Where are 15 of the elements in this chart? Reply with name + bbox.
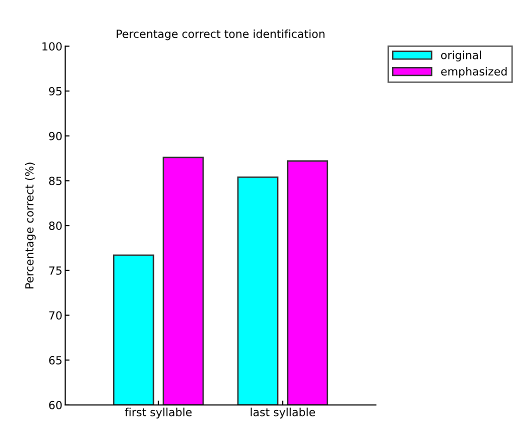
y-tick-label: 85 bbox=[49, 176, 62, 186]
y-axis-title: Percentage correct (%) bbox=[24, 162, 36, 288]
y-tick-label: 70 bbox=[49, 311, 62, 320]
y-tick-label: 95 bbox=[49, 87, 62, 96]
legend-label: original bbox=[441, 50, 481, 62]
y-tick-label: 80 bbox=[49, 222, 62, 230]
x-tick-label: first syllable bbox=[124, 408, 192, 418]
y-tick-label: 65 bbox=[49, 356, 62, 364]
chart-title: Percentage correct tone identification bbox=[116, 29, 324, 40]
y-tick-label: 60 bbox=[49, 400, 62, 410]
y-tick-label: 100 bbox=[42, 42, 62, 51]
legend-label: emphasized bbox=[441, 66, 507, 78]
y-tick-label: 75 bbox=[49, 266, 62, 275]
y-tick-label: 90 bbox=[49, 132, 62, 140]
x-tick-label: last syllable bbox=[250, 408, 316, 418]
